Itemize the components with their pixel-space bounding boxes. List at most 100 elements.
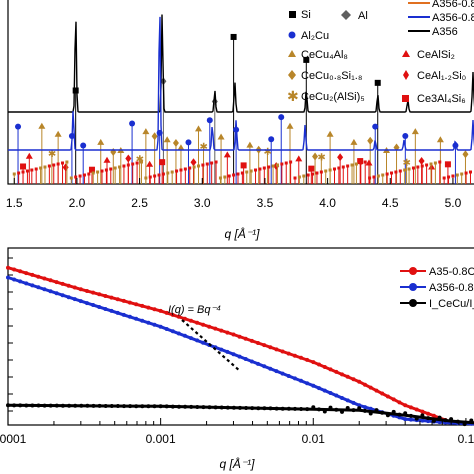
saxs-point: [262, 406, 267, 411]
top-panel: ✱ ✱✱ ✱ ✱ ✱ 1.5 2.0 2.5 3.0 3.5 4.0 4.5 5.0 q [Å⁻¹] …: [6, 0, 474, 241]
phase-minor-marker: [455, 173, 459, 177]
phase-minor-marker: [100, 169, 104, 173]
legend-red-marker: [409, 267, 417, 275]
top-phase-ticks: ✱ ✱ ✱ ✱ ✱ ✱: [12, 33, 472, 184]
saxs-point: [195, 405, 200, 409]
phase-minor-marker: [179, 168, 183, 172]
ceal12si-diamond-icon: [403, 70, 409, 80]
phase-peak-marker: [240, 162, 247, 169]
phase-minor-marker: [30, 168, 34, 172]
saxs-point: [431, 413, 436, 418]
phase-peak-marker: [436, 136, 444, 143]
cecu4al8-triangle-icon: [288, 50, 296, 57]
phase-peak-marker: [444, 161, 451, 168]
saxs-point: [380, 410, 385, 415]
saxs-point: [6, 265, 10, 270]
saxs-point: [244, 406, 249, 410]
saxs-point: [24, 271, 29, 276]
saxs-point: [170, 312, 175, 317]
al-diamond-icon: [341, 10, 351, 20]
saxs-point: [219, 328, 224, 333]
saxs-point: [109, 308, 114, 313]
phase-peak-marker: [418, 157, 425, 166]
saxs-point: [42, 276, 47, 281]
phase-minor-marker: [420, 164, 424, 168]
saxs-point: [351, 408, 356, 413]
phase-minor-marker: [394, 170, 398, 174]
saxs-point: [18, 269, 23, 274]
saxs-point: [256, 361, 260, 366]
phase-minor-marker: [438, 160, 442, 164]
phase-minor-marker: [82, 173, 86, 177]
phase-minor-marker: [306, 173, 310, 177]
saxs-point: [322, 409, 327, 414]
saxs-point: [115, 404, 120, 408]
saxs-point: [164, 404, 169, 409]
saxs-point: [115, 297, 120, 302]
phase-minor-marker: [56, 162, 60, 166]
saxs-point: [36, 274, 41, 279]
phase-minor-marker: [52, 163, 56, 167]
saxs-point: [237, 334, 242, 339]
phase-minor-marker: [447, 175, 451, 179]
bottom-x-tick-label: 0.001: [146, 432, 176, 446]
saxs-point: [189, 318, 193, 323]
saxs-point: [121, 312, 126, 317]
saxs-point: [311, 360, 316, 365]
saxs-point: [115, 310, 120, 315]
top-x-tick-label: 5.0: [445, 196, 462, 210]
phase-peak-marker: [110, 148, 117, 156]
power-law-annotation: I(q) = Bq⁻⁴: [168, 304, 221, 316]
saxs-point: [334, 407, 339, 412]
phase-minor-marker: [122, 164, 126, 168]
saxs-point: [219, 405, 224, 410]
bottom-legend: A35-0.8C A356-0.8 I_CeCu/I_Cu: [400, 266, 474, 310]
phase-peak-marker: [72, 87, 79, 94]
saxs-point: [54, 291, 59, 296]
phase-minor-marker: [65, 160, 69, 164]
phase-minor-marker: [319, 170, 323, 174]
phase-peak-marker: ✱: [200, 142, 208, 153]
saxs-point: [109, 404, 114, 408]
saxs-point: [6, 275, 10, 280]
saxs-point: [380, 391, 385, 396]
phase-peak-marker: [246, 141, 254, 148]
phase-minor-marker: [96, 170, 100, 174]
legend-blue-label: A356-0.8: [429, 282, 474, 294]
saxs-point: [103, 307, 108, 311]
phase-minor-marker: [249, 169, 253, 173]
phase-minor-marker: [227, 174, 231, 178]
saxs-point: [317, 386, 321, 391]
legend-label-1: A356-0.8: [432, 0, 474, 10]
saxs-point: [42, 287, 47, 292]
saxs-point: [97, 305, 102, 309]
phase-peak-marker: [80, 142, 87, 149]
phase-minor-marker: [254, 168, 258, 172]
phase-minor-marker: [337, 166, 341, 170]
saxs-point: [397, 412, 402, 417]
legend-label-3: A356: [432, 26, 458, 38]
phase-peak-marker: [195, 125, 203, 132]
legend-si-label: Si: [301, 9, 311, 21]
saxs-point: [268, 345, 273, 350]
saxs-point: [357, 406, 362, 411]
saxs-point: [195, 320, 200, 325]
saxs-point: [249, 359, 254, 364]
phase-minor-marker: [161, 172, 165, 176]
saxs-point: [127, 300, 132, 305]
legend-black-label: I_CeCu/I_Cu: [429, 298, 474, 310]
saxs-point: [48, 289, 53, 294]
saxs-point: [30, 272, 35, 277]
saxs-point: [36, 403, 41, 408]
saxs-point: [299, 378, 303, 383]
saxs-point: [449, 417, 454, 422]
saxs-point: [274, 406, 279, 411]
phase-minor-marker: [118, 165, 122, 169]
bottom-x-ticks: 0.0001 0.001 0.01 0.1: [0, 418, 474, 446]
phase-minor-marker: [433, 161, 437, 165]
saxs-point: [79, 403, 84, 408]
saxs-point: [403, 411, 408, 416]
saxs-point: [317, 362, 321, 367]
saxs-point: [317, 407, 321, 412]
phase-minor-marker: [350, 163, 354, 167]
